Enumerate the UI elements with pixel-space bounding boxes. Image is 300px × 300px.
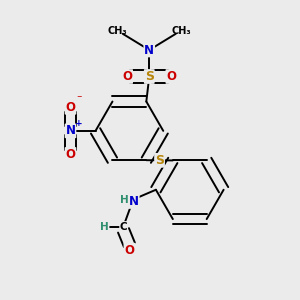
Text: C: C — [120, 222, 127, 232]
Text: N: N — [65, 124, 76, 137]
Text: CH₃: CH₃ — [172, 26, 191, 36]
Text: H: H — [100, 222, 109, 232]
Text: N: N — [144, 44, 154, 56]
Text: ⁻: ⁻ — [76, 94, 82, 104]
Text: +: + — [75, 119, 82, 128]
Text: O: O — [122, 70, 132, 83]
Text: H: H — [120, 195, 128, 205]
Text: O: O — [124, 244, 134, 256]
Text: CH₃: CH₃ — [107, 26, 127, 36]
Text: S: S — [155, 154, 164, 167]
Text: N: N — [129, 195, 139, 208]
Text: O: O — [65, 148, 76, 161]
Text: S: S — [145, 70, 154, 83]
Text: O: O — [166, 70, 176, 83]
Text: O: O — [65, 101, 76, 114]
